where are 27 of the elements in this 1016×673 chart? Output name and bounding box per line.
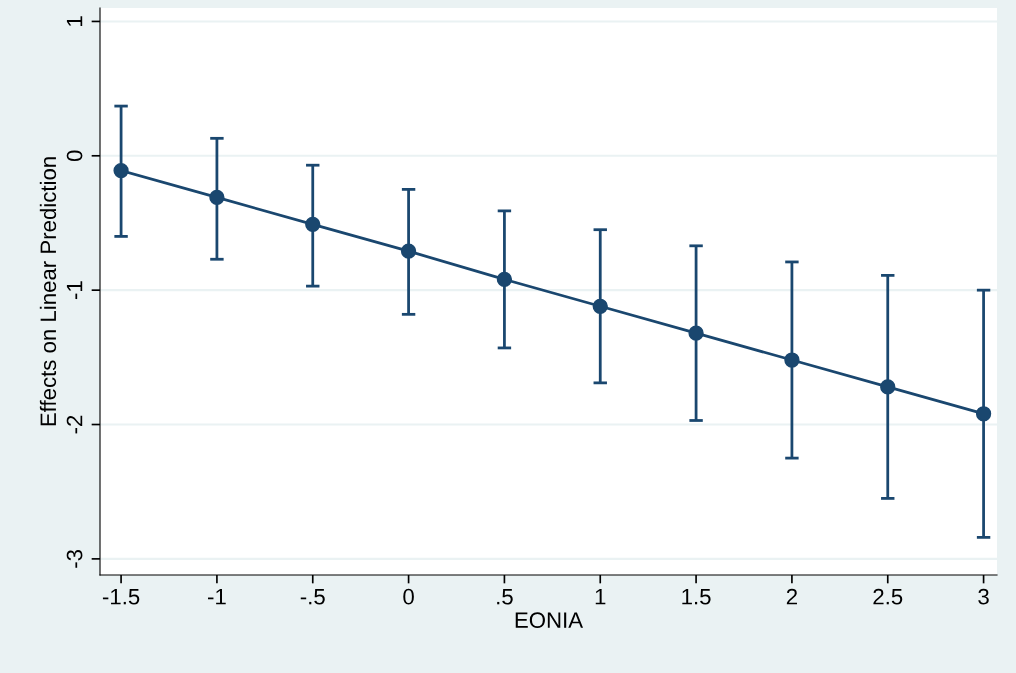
- y-tick-label: 1: [66, 16, 83, 26]
- point: [975, 406, 992, 422]
- point: [880, 379, 896, 395]
- x-tick-label: -.5: [300, 589, 325, 605]
- point: [209, 189, 225, 206]
- point: [496, 271, 513, 288]
- point: [113, 162, 129, 179]
- point: [784, 352, 800, 368]
- x-axis-title: EONIA: [515, 612, 584, 629]
- x-tick-label: 2: [786, 588, 797, 605]
- point: [688, 325, 704, 341]
- x-tick-label: 2.5: [873, 588, 903, 605]
- y-tick-label: -2: [66, 415, 83, 434]
- y-tick-label: 0: [66, 150, 83, 162]
- x-tick-label: 1.5: [682, 589, 711, 605]
- x-tick-label: 0: [403, 588, 414, 605]
- x-tick-label: -1.5: [102, 589, 140, 605]
- x-tick-label: .5: [497, 589, 513, 605]
- point: [592, 298, 608, 314]
- x-tick-label: -1: [208, 589, 226, 605]
- y-tick-label: -1: [66, 281, 83, 300]
- y-axis-title: Effects on Linear Prediction: [39, 157, 57, 426]
- y-tick-label: -3: [66, 549, 83, 568]
- x-tick-label: 3: [978, 588, 989, 605]
- point: [400, 243, 417, 259]
- point: [305, 216, 321, 232]
- x-tick-label: 1: [595, 589, 606, 605]
